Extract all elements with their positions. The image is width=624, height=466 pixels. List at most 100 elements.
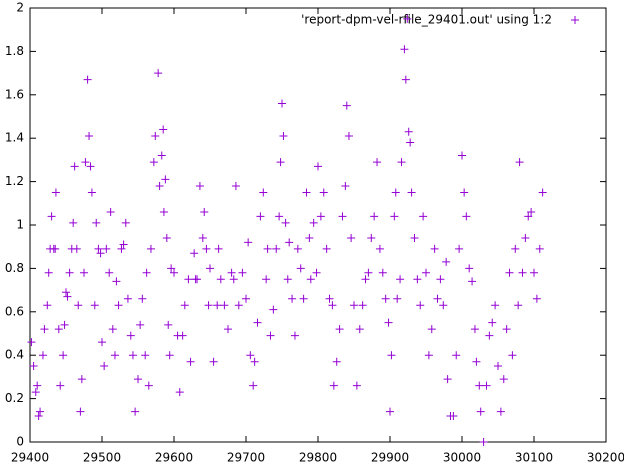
point xyxy=(496,407,505,416)
point xyxy=(361,275,370,284)
point xyxy=(439,301,448,310)
point xyxy=(358,301,367,310)
point xyxy=(151,132,160,141)
point xyxy=(40,325,49,334)
point xyxy=(465,264,474,273)
point xyxy=(396,275,405,284)
point xyxy=(60,320,69,329)
point xyxy=(403,14,412,23)
point xyxy=(96,249,105,258)
x-tick-label: 29800 xyxy=(299,451,337,465)
x-tick-label: 29400 xyxy=(11,451,49,465)
y-tick-label: 1.8 xyxy=(5,44,24,58)
point xyxy=(213,301,222,310)
point xyxy=(406,138,415,147)
point xyxy=(476,407,485,416)
point xyxy=(62,288,70,297)
point xyxy=(443,375,452,384)
point xyxy=(262,275,271,284)
point xyxy=(94,244,103,253)
point xyxy=(165,351,174,360)
point xyxy=(44,268,53,277)
point xyxy=(413,275,422,284)
point xyxy=(54,325,63,334)
x-tick-label: 30200 xyxy=(587,451,624,465)
point xyxy=(259,188,268,197)
point xyxy=(149,158,158,167)
point xyxy=(74,301,83,310)
point xyxy=(263,244,272,253)
point xyxy=(128,351,137,360)
point xyxy=(390,212,399,221)
point xyxy=(162,234,171,243)
point xyxy=(31,388,40,397)
point xyxy=(499,375,508,384)
y-tick-label: 0.4 xyxy=(5,348,24,362)
point xyxy=(375,244,384,253)
point xyxy=(524,212,533,221)
point xyxy=(119,240,128,249)
point xyxy=(338,212,347,221)
y-tick-label: 0.2 xyxy=(5,391,24,405)
point xyxy=(214,244,223,253)
point xyxy=(216,275,225,284)
point xyxy=(288,294,297,303)
point xyxy=(134,375,142,384)
point xyxy=(136,320,145,329)
point xyxy=(141,351,150,360)
point xyxy=(535,244,544,253)
point xyxy=(51,188,60,197)
point xyxy=(347,234,356,243)
point xyxy=(433,294,442,303)
point xyxy=(272,244,281,253)
point xyxy=(341,181,350,190)
point xyxy=(117,244,126,253)
point xyxy=(279,132,288,141)
y-tick-label: 2 xyxy=(16,1,24,15)
x-tick-label: 29900 xyxy=(371,451,409,465)
point xyxy=(114,301,123,310)
point xyxy=(275,212,284,221)
point xyxy=(159,207,168,216)
point xyxy=(488,318,497,327)
point xyxy=(404,127,413,136)
point xyxy=(530,268,538,277)
point xyxy=(106,207,115,216)
point xyxy=(98,338,106,347)
x-tick-label: 29500 xyxy=(83,451,121,465)
point xyxy=(299,294,308,303)
point xyxy=(87,188,96,197)
point xyxy=(370,212,379,221)
point xyxy=(293,244,302,253)
point xyxy=(224,325,232,334)
point xyxy=(92,218,101,227)
point xyxy=(400,45,409,54)
point xyxy=(121,218,130,227)
point xyxy=(200,207,209,216)
point xyxy=(505,268,514,277)
point xyxy=(511,244,520,253)
point xyxy=(131,407,140,416)
point xyxy=(253,318,262,327)
y-tick-label: 1 xyxy=(16,218,24,232)
point xyxy=(85,132,94,141)
point xyxy=(416,301,425,310)
point xyxy=(424,351,433,360)
point xyxy=(407,188,416,197)
point xyxy=(51,244,60,253)
point xyxy=(227,268,236,277)
point xyxy=(314,162,322,171)
point xyxy=(455,244,464,253)
point xyxy=(475,381,484,390)
point xyxy=(514,301,523,310)
point xyxy=(328,301,337,310)
point xyxy=(72,244,81,253)
point xyxy=(472,357,481,366)
point xyxy=(460,188,469,197)
point xyxy=(246,351,255,360)
point xyxy=(430,244,439,253)
point xyxy=(342,101,351,110)
point xyxy=(410,234,419,243)
point xyxy=(384,318,393,327)
point xyxy=(142,268,151,277)
